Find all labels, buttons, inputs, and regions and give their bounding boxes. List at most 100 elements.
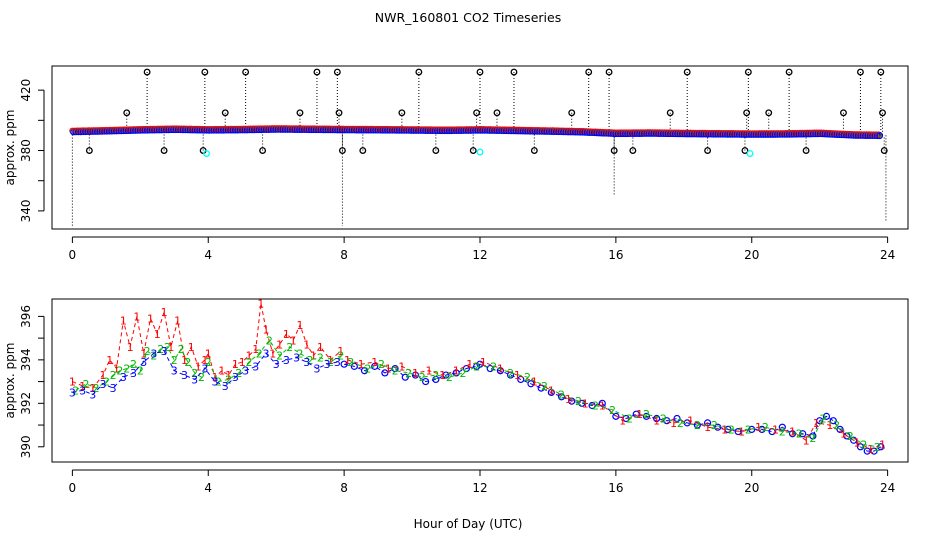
series-3-point <box>621 130 629 138</box>
series-3-point <box>281 126 289 133</box>
series-1b-point: 1 <box>636 408 643 421</box>
series-1-point: 1 <box>225 369 232 382</box>
series-3-point <box>719 130 727 138</box>
series-1b-point: 1 <box>358 358 365 371</box>
series-1b-point: 1 <box>653 415 660 428</box>
series-3-point <box>590 129 598 137</box>
series-3-point <box>640 130 648 137</box>
series-3-point <box>403 126 410 134</box>
series-3-point <box>838 131 845 139</box>
series-1b-point: 1 <box>738 426 745 439</box>
series-3-point <box>712 130 719 138</box>
series-1-point: 1 <box>154 328 161 341</box>
series-1b-point: 1 <box>531 376 538 389</box>
series-o-point <box>850 436 858 444</box>
series-3-point <box>414 127 422 134</box>
series-2b-point: 2 <box>874 441 881 454</box>
series-3-point <box>705 130 712 138</box>
series-1b-point: 1 <box>514 369 521 382</box>
series-3-point <box>602 129 610 137</box>
outlier-point <box>856 68 864 76</box>
series-3-point <box>607 130 615 137</box>
series-3-point <box>410 127 417 134</box>
series-3-point <box>869 132 876 140</box>
series-o-point <box>758 425 766 433</box>
series-3-point <box>300 126 308 134</box>
series-3-point: 3 <box>252 360 259 373</box>
series-2b-point: 2 <box>779 426 786 439</box>
series-2-point: 2 <box>235 367 242 380</box>
series-3-point <box>179 126 187 134</box>
series-2-point: 2 <box>72 384 79 397</box>
series-3-point <box>424 127 432 134</box>
series-3-point <box>740 131 748 138</box>
series-3-point <box>733 130 741 138</box>
series-3-point <box>714 130 722 138</box>
series-3-point <box>571 128 579 136</box>
series-1-point: 1 <box>290 334 297 347</box>
series-3-point <box>576 128 584 136</box>
series-3-point <box>219 126 227 134</box>
series-3-point <box>524 127 532 135</box>
series-3-point <box>538 127 546 135</box>
series-3-point <box>217 126 225 134</box>
outlier-point <box>743 109 751 117</box>
series-o-point <box>371 362 379 370</box>
series-o-point <box>506 371 515 379</box>
series-3-point <box>208 126 215 134</box>
series-2b-point: 2 <box>796 428 803 441</box>
series-1-point: 1 <box>127 341 134 354</box>
top-y-axis-label: approx. ppm <box>3 110 17 186</box>
series-3-point <box>831 131 838 138</box>
series-1b-point: 1 <box>789 426 796 439</box>
series-3-point <box>395 126 403 134</box>
outlier-point <box>802 147 810 154</box>
bottom-y-tick-label: 394 <box>19 348 33 371</box>
series-3-point: 3 <box>150 347 157 360</box>
series-3-point <box>728 130 736 138</box>
outlier-point <box>683 68 691 76</box>
series-2-point: 2 <box>191 367 198 380</box>
series-1b-point: 1 <box>480 356 487 369</box>
series-3-point <box>505 127 513 135</box>
series-3-point <box>198 126 206 134</box>
series-3-point <box>636 130 643 137</box>
series-3-point <box>386 126 394 134</box>
series-3-point <box>650 130 658 137</box>
series-3-point <box>341 126 349 134</box>
series-1b-point: 1 <box>371 356 378 369</box>
outlier-point <box>201 68 209 76</box>
series-3-point <box>319 126 327 134</box>
series-o-point <box>340 360 348 368</box>
series-2b-point: 2 <box>347 356 354 369</box>
series-3-point <box>709 130 717 138</box>
series-3-point: 3 <box>242 365 249 378</box>
bottom-y-tick-label: 396 <box>19 305 33 328</box>
series-3-point: 3 <box>273 358 280 371</box>
series-3-point <box>277 126 284 133</box>
series-3-point <box>655 130 662 137</box>
series-3-point: 3 <box>181 369 188 382</box>
series-3-point: 3 <box>324 358 331 371</box>
outlier-point <box>242 68 250 76</box>
outlier-point <box>296 109 304 117</box>
series-o-point <box>391 364 399 373</box>
series-1b-point: 1 <box>398 360 405 373</box>
series-3-point <box>384 126 391 134</box>
series-3-point <box>436 127 444 135</box>
series-o-point <box>703 419 712 427</box>
cyan-point <box>203 150 211 157</box>
outlier-point <box>785 68 793 76</box>
series-3-point <box>189 126 196 134</box>
series-3-point <box>721 130 729 138</box>
series-3-point <box>184 126 192 134</box>
series-3-point: 3 <box>263 347 270 360</box>
series-1-point: 1 <box>317 341 324 354</box>
series-3-point: 3 <box>69 386 76 399</box>
series-3-point <box>866 132 874 139</box>
outlier-point <box>432 147 440 154</box>
series-3-point <box>766 131 774 138</box>
outlier-point <box>415 68 423 76</box>
outlier-point <box>741 147 749 154</box>
series-3-point <box>310 126 318 134</box>
